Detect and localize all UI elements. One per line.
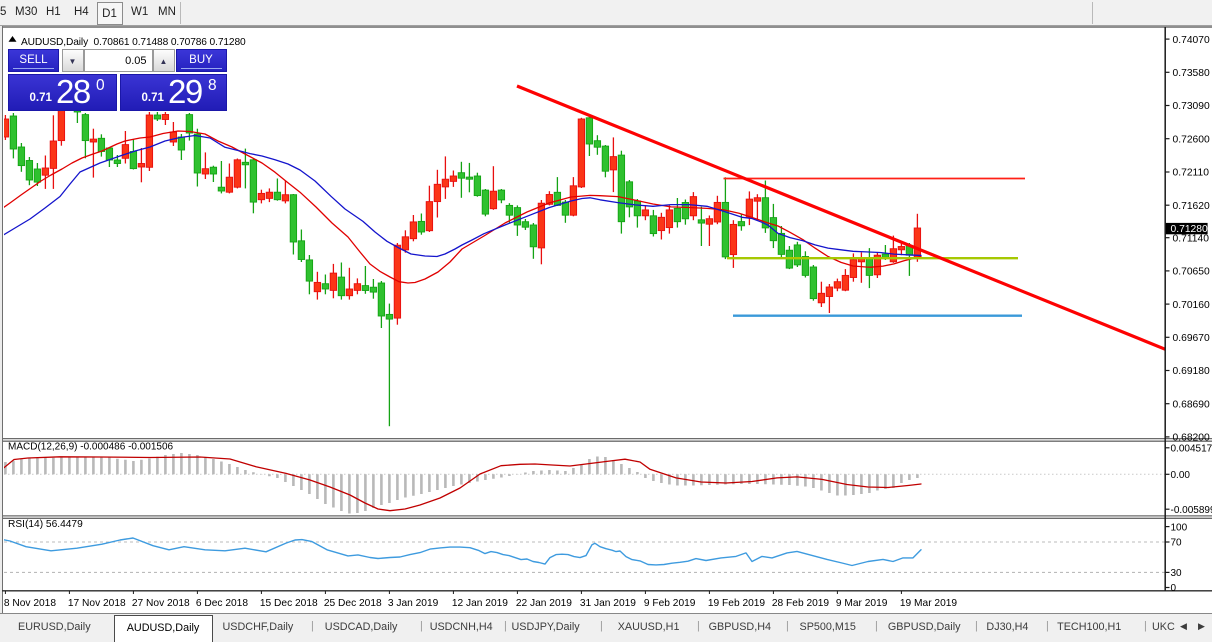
svg-text:0.71280: 0.71280 [1171, 224, 1208, 235]
svg-text:9 Mar 2019: 9 Mar 2019 [836, 598, 888, 609]
svg-text:28 Feb 2019: 28 Feb 2019 [772, 598, 830, 609]
svg-text:27 Nov 2018: 27 Nov 2018 [132, 598, 190, 609]
svg-text:30: 30 [1171, 568, 1183, 579]
svg-text:0.004517: 0.004517 [1171, 444, 1212, 455]
svg-text:0.69180: 0.69180 [1173, 366, 1210, 377]
svg-text:70: 70 [1171, 538, 1183, 549]
svg-text:MACD(12,26,9) -0.000486 -0.001: MACD(12,26,9) -0.000486 -0.001506 [8, 442, 174, 453]
svg-text:AUDUSD,Daily 0.70861 0.71488: AUDUSD,Daily 0.70861 0.71488 0.70786 0.7… [21, 37, 246, 48]
svg-text:0.74070: 0.74070 [1173, 35, 1210, 46]
svg-text:3 Jan 2019: 3 Jan 2019 [388, 598, 439, 609]
svg-text:0.72600: 0.72600 [1173, 134, 1210, 145]
svg-text:19 Mar 2019: 19 Mar 2019 [900, 598, 958, 609]
svg-text:0.71620: 0.71620 [1173, 201, 1210, 212]
svg-text:22 Jan 2019: 22 Jan 2019 [516, 598, 572, 609]
svg-text:-0.005899: -0.005899 [1171, 505, 1212, 516]
svg-text:19 Feb 2019: 19 Feb 2019 [708, 598, 766, 609]
svg-text:9 Feb 2019: 9 Feb 2019 [644, 598, 696, 609]
svg-text:0.00: 0.00 [1171, 470, 1191, 481]
svg-text:0.73580: 0.73580 [1173, 68, 1210, 79]
svg-text:0.68200: 0.68200 [1173, 433, 1210, 444]
svg-text:31 Jan 2019: 31 Jan 2019 [580, 598, 636, 609]
svg-text:RSI(14) 56.4479: RSI(14) 56.4479 [8, 519, 83, 530]
svg-text:0.73090: 0.73090 [1173, 101, 1210, 112]
svg-text:0.70650: 0.70650 [1173, 267, 1210, 278]
svg-text:0.70160: 0.70160 [1173, 300, 1210, 311]
svg-text:17 Nov 2018: 17 Nov 2018 [68, 598, 126, 609]
svg-text:0: 0 [1171, 583, 1177, 594]
svg-text:25 Dec 2018: 25 Dec 2018 [324, 598, 382, 609]
svg-text:100: 100 [1171, 522, 1188, 533]
svg-text:0.72110: 0.72110 [1173, 168, 1210, 179]
svg-text:0.71140: 0.71140 [1173, 233, 1210, 244]
svg-text:8 Nov 2018: 8 Nov 2018 [4, 598, 56, 609]
svg-text:6 Dec 2018: 6 Dec 2018 [196, 598, 248, 609]
svg-text:12 Jan 2019: 12 Jan 2019 [452, 598, 508, 609]
svg-text:0.69670: 0.69670 [1173, 333, 1210, 344]
svg-text:15 Dec 2018: 15 Dec 2018 [260, 598, 318, 609]
svg-text:0.68690: 0.68690 [1173, 399, 1210, 410]
